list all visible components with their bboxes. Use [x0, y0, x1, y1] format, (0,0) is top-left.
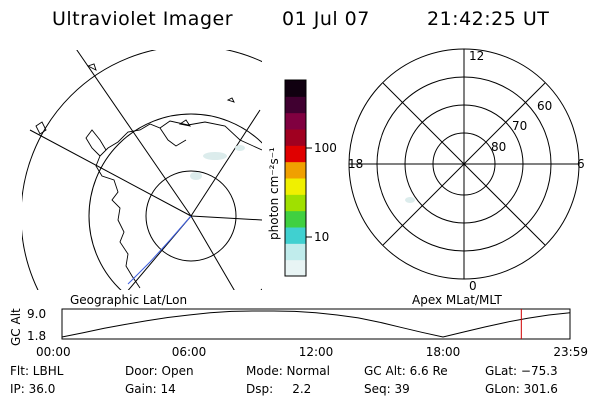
colorbar-unit-label: photon cm⁻²s⁻¹	[267, 147, 281, 240]
island	[35, 121, 47, 135]
colorbar-tick-label: 10	[314, 230, 329, 244]
filter-readout: Flt: LBHL	[10, 364, 64, 378]
geographic-map	[22, 50, 262, 290]
geo-meridian	[76, 50, 192, 217]
ip-readout: IP: 36.0	[10, 382, 56, 396]
small-island	[226, 97, 235, 103]
instrument-title: Ultraviolet Imager	[52, 8, 234, 30]
colorbar-block	[285, 243, 306, 261]
geo-meridian	[190, 109, 261, 217]
mlt-label-0: 0	[469, 279, 477, 293]
geo-lat-circle	[88, 113, 262, 290]
colorbar-block	[285, 80, 306, 97]
geo-meridian	[190, 215, 262, 221]
peninsula-coastline	[85, 129, 107, 157]
small-island	[178, 119, 191, 127]
weddell-coast	[159, 127, 187, 147]
geo-meridian	[190, 215, 235, 290]
colorbar-tick	[306, 147, 312, 238]
colorbar-tick-label: 100	[314, 141, 337, 155]
magnetic-polar-plot	[348, 48, 580, 280]
polar-diagonal	[382, 82, 546, 246]
colorbar-block	[285, 145, 306, 163]
x-tick-label: 23:59	[553, 345, 588, 359]
mlt-label-6: 6	[577, 157, 585, 171]
header: Ultraviolet Imager 01 Jul 07 21:42:25 UT	[0, 4, 600, 34]
dsp-readout: Dsp: 2.2	[246, 382, 312, 396]
x-tick-label: 18:00	[426, 345, 461, 359]
colorbar-block	[285, 112, 306, 130]
colorbar-block	[285, 161, 306, 179]
gain-readout: Gain: 14	[125, 382, 176, 396]
aurora-emission	[405, 197, 415, 203]
altitude-series-line	[61, 310, 571, 338]
geo-meridian	[29, 129, 192, 217]
altitude-strip-chart: Geographic Lat/Lon Apex MLat/MLT GC Alt …	[9, 293, 588, 359]
colorbar-block	[285, 259, 306, 277]
geo-lat-circle	[145, 170, 237, 262]
glat-readout: GLat: −75.3	[485, 364, 558, 378]
mlt-label-12: 12	[469, 49, 484, 63]
gc-alt-readout: GC Alt: 6.6 Re	[364, 364, 448, 378]
satellite-ground-track	[127, 215, 192, 285]
x-tick-label: 06:00	[172, 345, 207, 359]
date-label: 01 Jul 07	[282, 8, 370, 30]
antarctica-coastline	[95, 120, 262, 289]
seq-readout: Seq: 39	[364, 382, 410, 396]
mlat-label-70: 70	[512, 119, 527, 133]
mlt-label-18: 18	[348, 157, 363, 171]
colorbar-block	[285, 194, 306, 212]
y-tick-label: 9.0	[27, 307, 46, 321]
strip-frame	[61, 308, 571, 340]
door-readout: Door: Open	[125, 364, 194, 378]
x-tick-label: 12:00	[299, 345, 334, 359]
colorbar-block	[285, 96, 306, 114]
mode-readout: Mode: Normal	[246, 364, 330, 378]
glon-readout: GLon: 301.6	[485, 382, 558, 396]
y-tick-label: 1.8	[27, 329, 46, 343]
colorbar-block	[285, 227, 306, 244]
mlat-label-60: 60	[537, 99, 552, 113]
colorbar-frame	[284, 79, 307, 277]
geo-panel-label: Geographic Lat/Lon	[70, 293, 187, 307]
y-axis-label: GC Alt	[9, 308, 23, 346]
time-label: 21:42:25 UT	[427, 8, 550, 30]
aurora-emission	[190, 145, 245, 180]
colorbar-block	[285, 210, 306, 228]
polar-labels: 12 0 18 6 60 70 80	[348, 49, 585, 293]
colorbar-block	[285, 129, 306, 146]
mlat-label-80: 80	[491, 140, 506, 154]
x-tick-label: 00:00	[36, 345, 71, 359]
colorbar-block	[285, 178, 306, 195]
polar-panel-label: Apex MLat/MLT	[412, 293, 502, 307]
island	[86, 63, 97, 71]
colorbar: 100 10 photon cm⁻²s⁻¹	[267, 79, 337, 277]
